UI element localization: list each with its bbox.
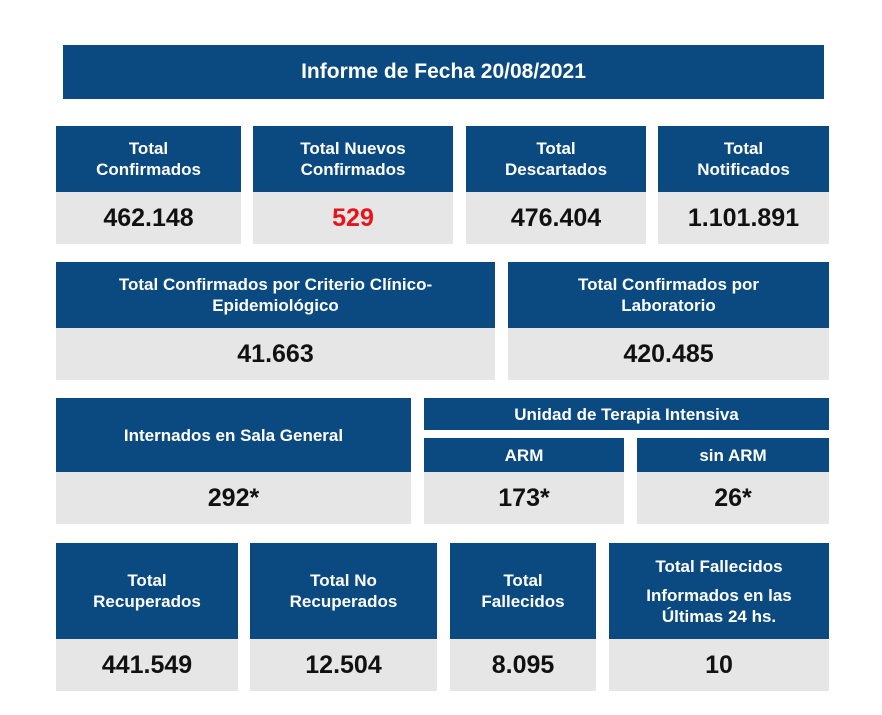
- card-value: 173*: [424, 472, 624, 524]
- card-header: Total Confirmados por Laboratorio: [508, 262, 829, 328]
- card-value: 8.095: [450, 639, 596, 691]
- card-label: Total: [723, 139, 764, 158]
- report-title: Informe de Fecha 20/08/2021: [63, 45, 824, 99]
- card-label: Total Confirmados por Criterio Clínico-: [118, 275, 433, 294]
- card-label: Total: [503, 571, 543, 590]
- card-total-confirmados: Total Confirmados 462.148: [56, 126, 241, 244]
- card-label: Últimas 24 hs.: [661, 606, 777, 626]
- card-arm: ARM 173*: [424, 438, 624, 524]
- card-label: Total Nuevos: [300, 139, 406, 158]
- card-value: 292*: [56, 472, 411, 524]
- uti-header: Unidad de Terapia Intensiva: [424, 398, 829, 430]
- card-header: Total Descartados: [466, 126, 646, 192]
- card-label: Informados en las: [646, 585, 792, 605]
- card-label: Laboratorio: [621, 296, 716, 315]
- card-header: Internados en Sala General: [56, 398, 411, 472]
- card-value: 529: [253, 192, 453, 244]
- card-label: Total: [128, 139, 169, 158]
- card-label: sin ARM: [699, 445, 767, 465]
- card-label: Confirmados: [300, 160, 406, 179]
- card-value: 26*: [637, 472, 829, 524]
- card-header: Total Confirmados: [56, 126, 241, 192]
- card-label: Total: [127, 571, 167, 590]
- card-header: sin ARM: [637, 438, 829, 472]
- card-value: 1.101.891: [658, 192, 829, 244]
- card-value: 10: [609, 639, 829, 691]
- card-header: ARM: [424, 438, 624, 472]
- card-header: Total Confirmados por Criterio Clínico- …: [56, 262, 495, 328]
- card-label: Epidemiológico: [212, 296, 339, 315]
- card-value: 12.504: [250, 639, 437, 691]
- card-label: Confirmados: [96, 160, 201, 179]
- card-label: Unidad de Terapia Intensiva: [514, 404, 739, 424]
- card-sin-arm: sin ARM 26*: [637, 438, 829, 524]
- card-header: Total Nuevos Confirmados: [253, 126, 453, 192]
- card-value: 41.663: [56, 328, 495, 380]
- card-header: Total Fallecidos: [450, 543, 596, 639]
- card-label: Total: [536, 139, 576, 158]
- card-header: Total No Recuperados: [250, 543, 437, 639]
- card-total-notificados: Total Notificados 1.101.891: [658, 126, 829, 244]
- card-label: Total No: [310, 571, 377, 590]
- card-confirmados-criterio-clinico: Total Confirmados por Criterio Clínico- …: [56, 262, 495, 380]
- card-total-nuevos-confirmados: Total Nuevos Confirmados 529: [253, 126, 453, 244]
- card-value: 476.404: [466, 192, 646, 244]
- card-label: Total Fallecidos: [655, 556, 783, 576]
- card-total-fallecidos: Total Fallecidos 8.095: [450, 543, 596, 691]
- card-confirmados-laboratorio: Total Confirmados por Laboratorio 420.48…: [508, 262, 829, 380]
- card-value: 441.549: [56, 639, 238, 691]
- card-value: 462.148: [56, 192, 241, 244]
- card-total-descartados: Total Descartados 476.404: [466, 126, 646, 244]
- card-header: Total Recuperados: [56, 543, 238, 639]
- card-label: ARM: [504, 445, 544, 465]
- card-header: Unidad de Terapia Intensiva: [424, 398, 829, 430]
- card-total-no-recuperados: Total No Recuperados 12.504: [250, 543, 437, 691]
- card-header: Total Notificados: [658, 126, 829, 192]
- card-value: 420.485: [508, 328, 829, 380]
- card-total-recuperados: Total Recuperados 441.549: [56, 543, 238, 691]
- card-label: Descartados: [504, 160, 608, 179]
- card-label: Recuperados: [93, 592, 201, 611]
- card-label: Internados en Sala General: [123, 425, 344, 445]
- card-label: Fallecidos: [481, 592, 565, 611]
- card-label: Total Confirmados por: [577, 275, 759, 294]
- card-label: Notificados: [697, 160, 790, 179]
- card-fallecidos-ultimas-24hs: Total Fallecidos Informados en las Últim…: [609, 543, 829, 691]
- card-label: Recuperados: [289, 592, 398, 611]
- card-internados-sala-general: Internados en Sala General 292*: [56, 398, 411, 524]
- card-header: Total Fallecidos Informados en las Últim…: [609, 543, 829, 639]
